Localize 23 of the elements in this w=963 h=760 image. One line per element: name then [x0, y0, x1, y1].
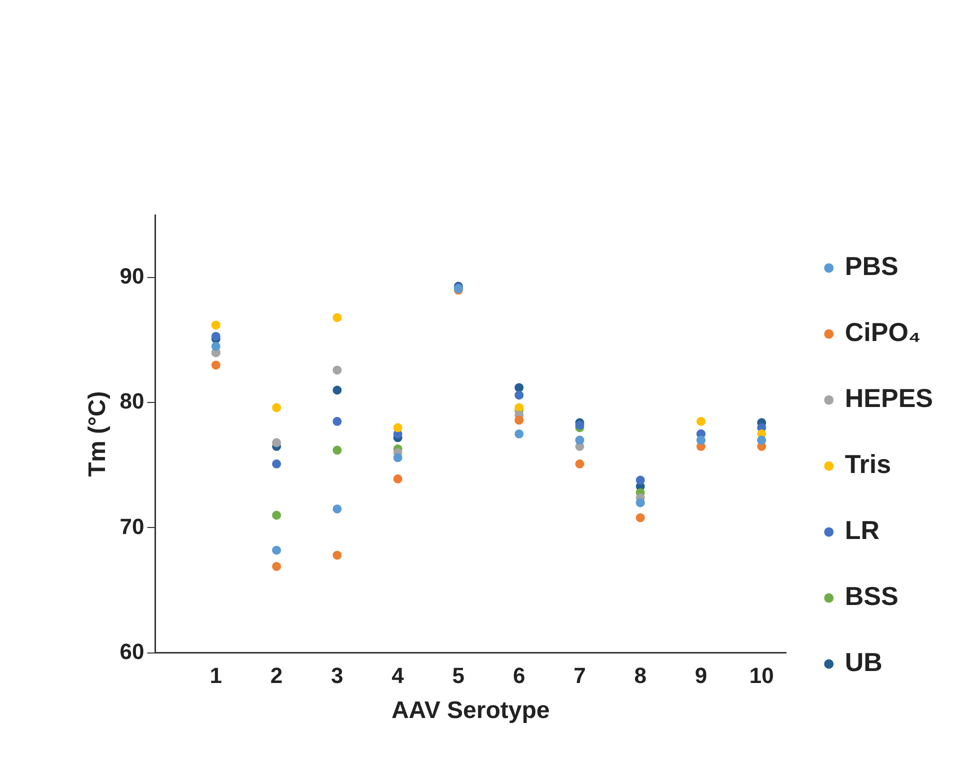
x-tick-label: 8 — [634, 663, 646, 688]
x-tick-label: 2 — [270, 663, 283, 688]
x-tick-label: 6 — [512, 663, 526, 688]
y-tick-label: 60 — [120, 638, 144, 664]
y-tick-label: 90 — [120, 264, 144, 289]
x-axis-title: AAV Serotype — [391, 697, 550, 724]
x-tick-label: 7 — [574, 663, 586, 688]
y-axis-title: Tm (°C) — [84, 391, 112, 477]
legend-label: PBS — [844, 251, 898, 282]
x-tick-label: 10 — [749, 663, 774, 688]
legend-label: LR — [844, 515, 880, 546]
legend-label: CiPO₄ — [844, 317, 921, 348]
x-tick-label: 9 — [694, 663, 708, 688]
x-tick-label: 4 — [392, 663, 405, 688]
y-tick-label: 70 — [120, 514, 144, 539]
y-tick-label: 80 — [120, 388, 144, 414]
x-tick-label: 1 — [210, 663, 222, 688]
legend-label: Tris — [844, 449, 892, 480]
x-tick-label: 3 — [331, 663, 344, 688]
x-tick-label: 5 — [452, 663, 465, 688]
legend-label: BSS — [844, 581, 898, 612]
legend-label: HEPES — [844, 383, 934, 414]
legend-label: UB — [844, 647, 882, 678]
